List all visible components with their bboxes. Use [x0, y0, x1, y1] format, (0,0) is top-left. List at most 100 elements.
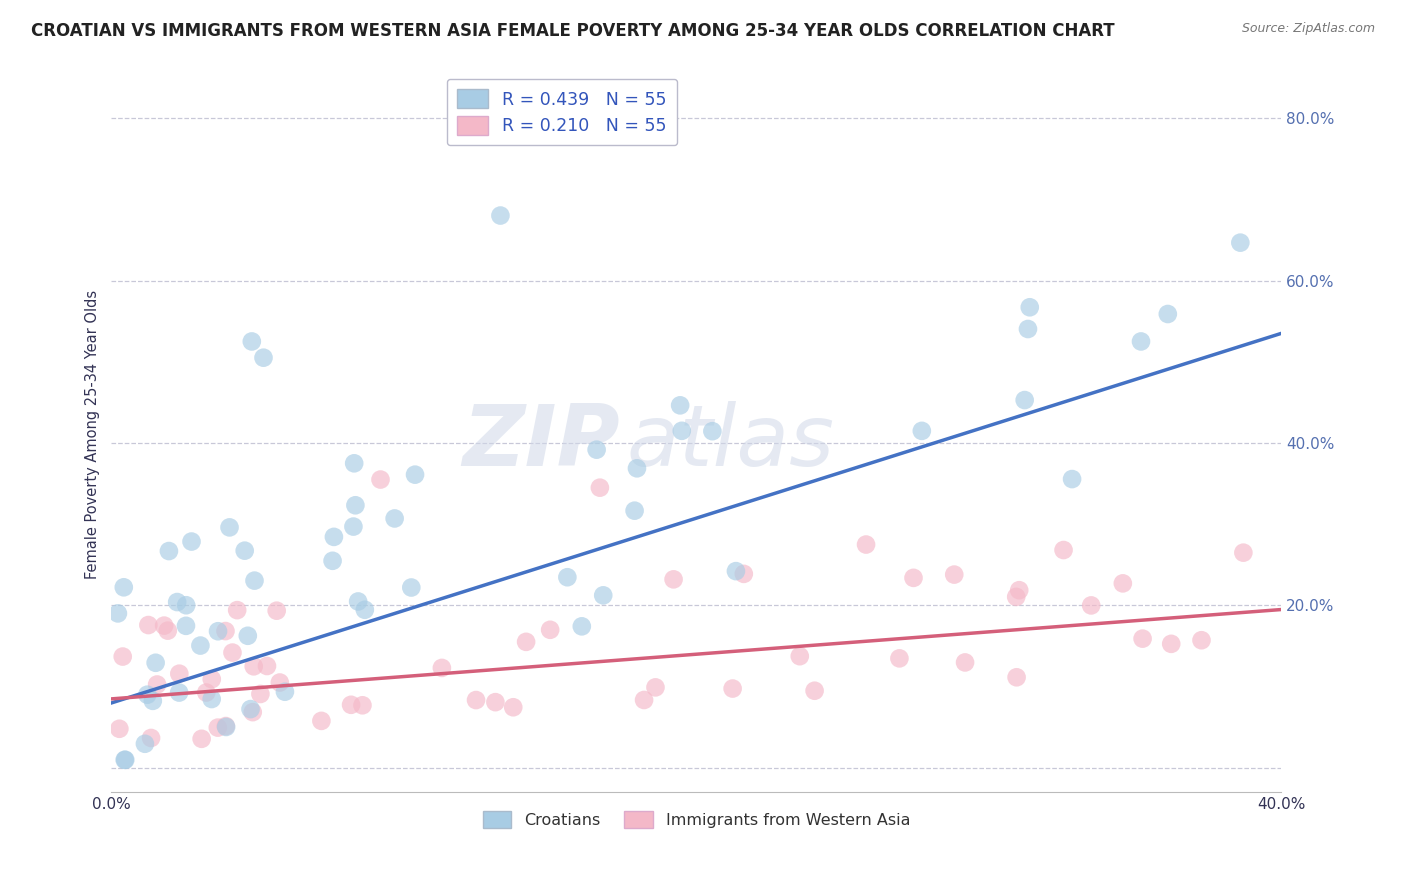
- Point: [112, 580, 135, 594]
- Point: [515, 635, 537, 649]
- Point: [1005, 670, 1028, 684]
- Point: [180, 534, 202, 549]
- Point: [1130, 334, 1153, 349]
- Point: [240, 334, 263, 349]
- Point: [243, 574, 266, 588]
- Point: [221, 646, 243, 660]
- Point: [589, 481, 612, 495]
- Point: [1160, 637, 1182, 651]
- Point: [430, 661, 453, 675]
- Point: [215, 719, 238, 733]
- Point: [342, 519, 364, 533]
- Point: [226, 603, 249, 617]
- Point: [1229, 235, 1251, 250]
- Point: [626, 461, 648, 475]
- Point: [239, 702, 262, 716]
- Point: [733, 566, 755, 581]
- Point: [671, 424, 693, 438]
- Point: [344, 498, 367, 512]
- Point: [623, 504, 645, 518]
- Point: [633, 693, 655, 707]
- Point: [242, 705, 264, 719]
- Point: [207, 721, 229, 735]
- Point: [195, 685, 218, 699]
- Text: Source: ZipAtlas.com: Source: ZipAtlas.com: [1241, 22, 1375, 36]
- Point: [242, 659, 264, 673]
- Point: [669, 398, 692, 412]
- Point: [889, 651, 911, 665]
- Point: [215, 720, 238, 734]
- Point: [1232, 546, 1254, 560]
- Point: [311, 714, 333, 728]
- Point: [721, 681, 744, 696]
- Point: [201, 672, 224, 686]
- Point: [538, 623, 561, 637]
- Point: [465, 693, 488, 707]
- Point: [1112, 576, 1135, 591]
- Point: [256, 659, 278, 673]
- Point: [201, 692, 224, 706]
- Point: [1018, 300, 1040, 314]
- Point: [269, 675, 291, 690]
- Point: [142, 694, 165, 708]
- Point: [1014, 393, 1036, 408]
- Point: [207, 624, 229, 639]
- Point: [724, 564, 747, 578]
- Point: [855, 537, 877, 551]
- Point: [108, 722, 131, 736]
- Point: [274, 684, 297, 698]
- Point: [911, 424, 934, 438]
- Point: [353, 603, 375, 617]
- Point: [145, 656, 167, 670]
- Point: [174, 619, 197, 633]
- Point: [236, 629, 259, 643]
- Point: [166, 595, 188, 609]
- Point: [174, 599, 197, 613]
- Point: [134, 737, 156, 751]
- Point: [1005, 590, 1028, 604]
- Point: [1080, 599, 1102, 613]
- Point: [249, 687, 271, 701]
- Point: [252, 351, 274, 365]
- Point: [484, 695, 506, 709]
- Point: [340, 698, 363, 712]
- Point: [1191, 633, 1213, 648]
- Point: [114, 753, 136, 767]
- Point: [167, 685, 190, 699]
- Point: [789, 649, 811, 664]
- Text: ZIP: ZIP: [463, 401, 620, 483]
- Point: [266, 604, 288, 618]
- Legend: Croatians, Immigrants from Western Asia: Croatians, Immigrants from Western Asia: [477, 805, 917, 834]
- Point: [136, 688, 159, 702]
- Point: [502, 700, 524, 714]
- Point: [352, 698, 374, 713]
- Point: [157, 544, 180, 558]
- Point: [156, 624, 179, 638]
- Point: [343, 456, 366, 470]
- Point: [322, 530, 344, 544]
- Point: [233, 543, 256, 558]
- Point: [1017, 322, 1039, 336]
- Point: [1052, 543, 1074, 558]
- Point: [139, 731, 162, 745]
- Point: [489, 209, 512, 223]
- Point: [111, 649, 134, 664]
- Point: [214, 624, 236, 638]
- Point: [322, 554, 344, 568]
- Text: atlas: atlas: [626, 401, 834, 483]
- Point: [107, 607, 129, 621]
- Text: CROATIAN VS IMMIGRANTS FROM WESTERN ASIA FEMALE POVERTY AMONG 25-34 YEAR OLDS CO: CROATIAN VS IMMIGRANTS FROM WESTERN ASIA…: [31, 22, 1115, 40]
- Point: [585, 442, 607, 457]
- Point: [1132, 632, 1154, 646]
- Point: [347, 594, 370, 608]
- Point: [370, 473, 392, 487]
- Point: [218, 520, 240, 534]
- Point: [190, 731, 212, 746]
- Point: [903, 571, 925, 585]
- Point: [803, 683, 825, 698]
- Point: [384, 511, 406, 525]
- Point: [190, 639, 212, 653]
- Point: [1008, 583, 1031, 598]
- Point: [401, 581, 423, 595]
- Y-axis label: Female Poverty Among 25-34 Year Olds: Female Poverty Among 25-34 Year Olds: [86, 290, 100, 580]
